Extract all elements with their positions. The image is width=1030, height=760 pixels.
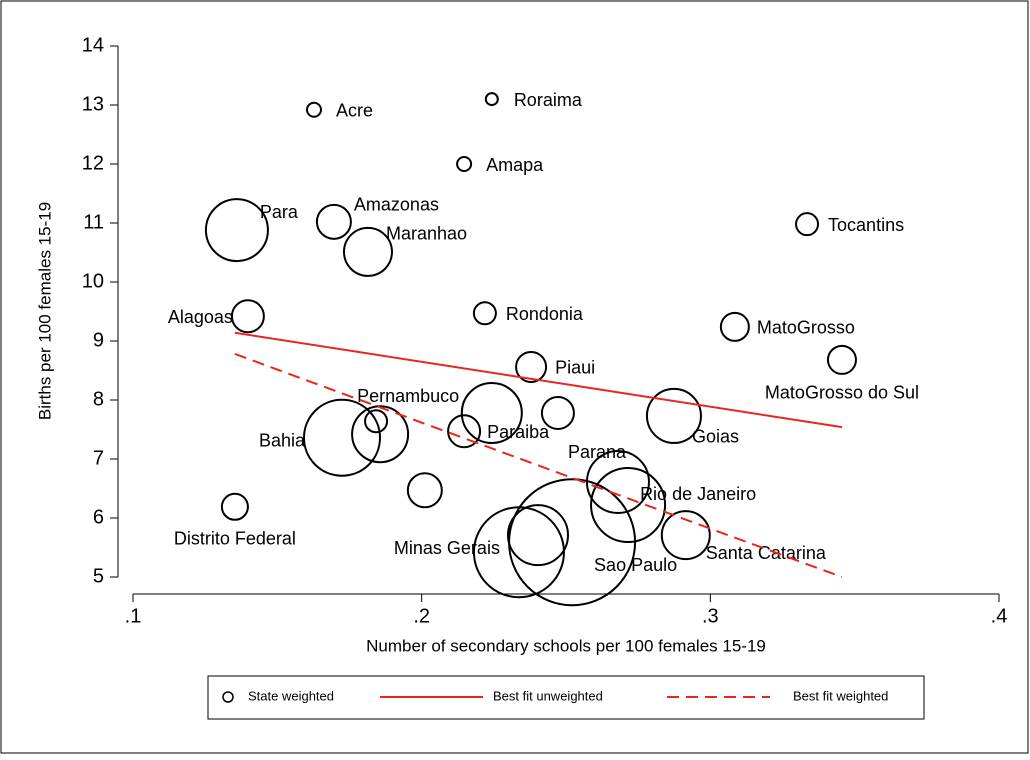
state-bubble [515, 350, 548, 383]
state-bubble [460, 381, 523, 444]
state-bubble [315, 203, 352, 240]
y-tick-label: 6 [93, 506, 104, 528]
legend-label: Best fit unweighted [493, 688, 603, 703]
point-label: Sao Paulo [594, 555, 677, 575]
point-label: Pernambuco [357, 386, 459, 406]
state-bubble [351, 405, 410, 464]
point-label: Paraiba [487, 422, 550, 442]
state-bubble [540, 395, 575, 430]
state-bubble [590, 467, 667, 544]
y-tick-label: 5 [93, 565, 104, 587]
point-label: Alagoas [168, 307, 233, 327]
x-tick-label: .2 [413, 605, 430, 627]
legend-label: Best fit weighted [793, 688, 888, 703]
y-tick-label: 14 [82, 34, 104, 56]
state-bubble [220, 492, 249, 521]
x-tick-label: .1 [125, 605, 142, 627]
point-label: Rondonia [506, 304, 584, 324]
x-tick-label: .4 [991, 605, 1008, 627]
y-tick-label: 10 [82, 270, 104, 292]
state-bubble [447, 414, 482, 449]
y-axis-title: Births per 100 females 15-19 [35, 202, 54, 420]
x-tick-label: .3 [702, 605, 719, 627]
state-bubble [484, 92, 499, 107]
x-axis-title: Number of secondary schools per 100 fema… [366, 636, 766, 655]
point-label: Para [260, 202, 299, 222]
point-label: Amapa [486, 155, 544, 175]
state-bubble [719, 311, 750, 342]
y-tick-label: 13 [82, 93, 104, 115]
point-label: Santa Catarina [706, 543, 827, 563]
y-tick-label: 7 [93, 447, 104, 469]
point-label: Minas Gerais [394, 538, 500, 558]
state-bubble [204, 198, 269, 263]
legend [207, 675, 925, 720]
state-bubble [795, 212, 820, 237]
fit-line [234, 331, 843, 429]
point-label: Maranhao [386, 224, 467, 244]
legend-key [222, 691, 234, 703]
fit-line [234, 353, 843, 578]
state-bubble [342, 226, 393, 277]
state-bubble [645, 387, 702, 444]
point-label: MatoGrosso do Sul [765, 383, 919, 403]
y-tick-label: 9 [93, 329, 104, 351]
point-label: Amazonas [354, 195, 439, 215]
state-bubble [472, 301, 497, 326]
point-label: Bahia [259, 431, 306, 451]
point-label: Acre [336, 100, 373, 120]
point-label: Parana [568, 442, 627, 462]
state-bubble [456, 156, 473, 172]
state-bubble [406, 472, 443, 509]
state-bubble [660, 510, 711, 561]
state-bubble [508, 478, 637, 607]
legend-label: State weighted [248, 688, 334, 703]
state-bubble [585, 450, 650, 515]
point-label: Distrito Federal [174, 529, 296, 549]
point-label: Tocantins [828, 215, 904, 235]
point-label: Rio de Janeiro [640, 484, 756, 504]
point-label: Goias [692, 427, 739, 447]
point-label: Roraima [514, 90, 583, 110]
state-bubble [305, 101, 322, 118]
state-bubble [364, 409, 389, 434]
point-label: Piaui [555, 358, 595, 378]
state-bubble [506, 504, 569, 567]
y-tick-label: 12 [82, 152, 104, 174]
state-bubble [826, 344, 857, 375]
point-label: MatoGrosso [757, 318, 855, 338]
state-bubble [230, 299, 265, 334]
y-tick-label: 11 [83, 211, 104, 233]
y-tick-label: 8 [93, 388, 104, 410]
state-bubble [302, 398, 381, 477]
